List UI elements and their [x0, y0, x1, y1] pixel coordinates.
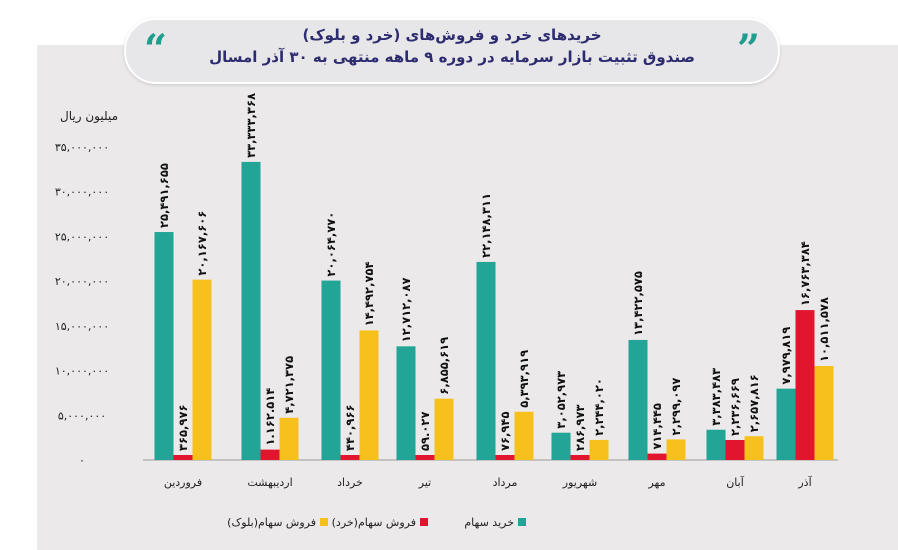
bar-3 [279, 417, 299, 460]
legend-swatch [518, 518, 526, 526]
bar-2 [725, 439, 745, 460]
x-tick-label: مهر [647, 476, 665, 489]
data-label: ۱۲,۷۱۲,۰۸۷ [399, 277, 413, 342]
chart-title: خریدهای خرد و فروش‌های (خرد و بلوک) [302, 26, 602, 44]
legend-swatch [320, 518, 328, 526]
bar-1 [396, 346, 416, 460]
data-label: ۳,۳۸۳,۴۸۳ [709, 368, 723, 426]
bar-3 [814, 365, 834, 460]
data-label: ۲,۲۳۶,۶۶۹ [728, 378, 742, 436]
data-label: ۱۳,۴۲۲,۵۷۵ [631, 271, 645, 336]
x-tick-label: آبان [726, 475, 744, 489]
bar-3 [514, 411, 534, 460]
data-label: ۱۶,۷۶۳,۳۸۴ [798, 241, 812, 306]
y-tick-label: ۲۰,۰۰۰,۰۰۰ [55, 275, 109, 288]
data-label: ۴,۷۲۱,۳۷۵ [282, 356, 296, 414]
data-label: ۱.۱۶۲.۵۱۴ [263, 388, 277, 446]
bar-2 [415, 455, 435, 460]
data-label: ۷,۹۷۹,۸۱۹ [779, 327, 793, 385]
y-tick-label: ۳۵,۰۰۰,۰۰۰ [55, 141, 109, 154]
quote-open-icon: “ [144, 26, 168, 73]
bar-3 [192, 279, 212, 460]
data-label: ۲۰,۱۶۷,۶۰۶ [195, 211, 209, 276]
bar-3 [589, 439, 609, 460]
data-label: ۶,۸۵۵,۶۱۹ [437, 337, 451, 395]
x-tick-label: شهریور [562, 476, 597, 489]
data-label: ۲۵,۴۹۱,۶۵۵ [157, 163, 171, 228]
data-label: ۲۸۶,۹۷۳ [573, 405, 587, 451]
bar-3 [359, 330, 379, 460]
x-tick-label: فروردین [164, 476, 202, 489]
bar-1 [321, 280, 341, 460]
data-label: ۵۹.۰۲۷ [418, 412, 432, 451]
bar-1 [706, 429, 726, 460]
y-tick-label: ۱۰,۰۰۰,۰۰۰ [55, 365, 109, 378]
data-label: ۲۲,۱۴۸,۳۱۱ [479, 193, 493, 258]
bar-2 [647, 453, 667, 460]
data-label: ۵,۳۹۳,۹۱۹ [517, 350, 531, 408]
bar-2 [173, 455, 193, 460]
legend-label: فروش سهام(خرد) [332, 516, 416, 529]
bar-3 [744, 436, 764, 460]
x-tick-label: خرداد [337, 476, 363, 489]
y-axis-label: میلیون ریال [60, 109, 118, 124]
bar-1 [241, 161, 261, 460]
data-label: ۱۴,۴۹۲,۷۵۴ [362, 262, 376, 327]
chart-panel [37, 45, 898, 550]
bar-2 [570, 455, 590, 460]
data-label: ۱۰,۵۱۱,۵۷۸ [817, 297, 831, 362]
title-banner: خریدهای خرد و فروش‌های (خرد و بلوک) صندو… [124, 18, 780, 84]
data-label: ۲۰,۰۶۴,۷۷۰ [324, 212, 338, 277]
bar-1 [776, 388, 796, 460]
x-tick-label: اردیبهشت [247, 476, 292, 489]
bar-1 [628, 339, 648, 460]
x-tick-label: آذر [797, 475, 812, 489]
data-label: ۲,۲۴۴,۰۲۰ [592, 378, 606, 436]
x-tick-label: تیر [418, 476, 431, 489]
y-tick-label: ۲۵,۰۰۰,۰۰۰ [55, 230, 109, 243]
legend-label: خرید سهام [464, 516, 514, 529]
data-label: ۲,۲۹۹,۰۹۷ [669, 378, 683, 436]
data-label: ۲,۶۵۷,۸۱۶ [747, 374, 761, 432]
y-tick-label: ۰ [79, 454, 85, 467]
data-label: ۴۴۰,۹۶۶ [343, 405, 357, 451]
data-label: ۳,۰۵۲,۹۷۳ [554, 371, 568, 429]
bar-1 [551, 432, 571, 460]
y-tick-label: ۱۵,۰۰۰,۰۰۰ [55, 320, 109, 333]
bar-2 [795, 310, 815, 460]
legend-label: فروش سهام(بلوک) [227, 516, 316, 529]
x-tick-label: مرداد [493, 476, 518, 489]
legend-swatch [420, 518, 428, 526]
bar-2 [495, 455, 515, 460]
quote-close-icon: ” [736, 26, 760, 73]
y-tick-label: ۳۰,۰۰۰,۰۰۰ [55, 186, 109, 199]
data-label: ۷۶,۹۴۵ [498, 412, 512, 451]
data-label: ۳۳,۳۳۳,۳۶۸ [244, 93, 258, 158]
data-label: ۷۱۴,۴۴۵ [650, 403, 664, 449]
bar-3 [666, 439, 686, 460]
bar-2 [260, 449, 280, 460]
bar-2 [340, 455, 360, 460]
bar-1 [154, 232, 174, 460]
bar-1 [476, 261, 496, 460]
data-label: ۳۶۵,۹۷۶ [176, 405, 190, 451]
chart-subtitle: صندوق تثبیت بازار سرمایه در دوره ۹ ماهه … [209, 48, 695, 66]
bar-3 [434, 398, 454, 460]
y-tick-label: ۵,۰۰۰,۰۰۰ [58, 409, 106, 422]
